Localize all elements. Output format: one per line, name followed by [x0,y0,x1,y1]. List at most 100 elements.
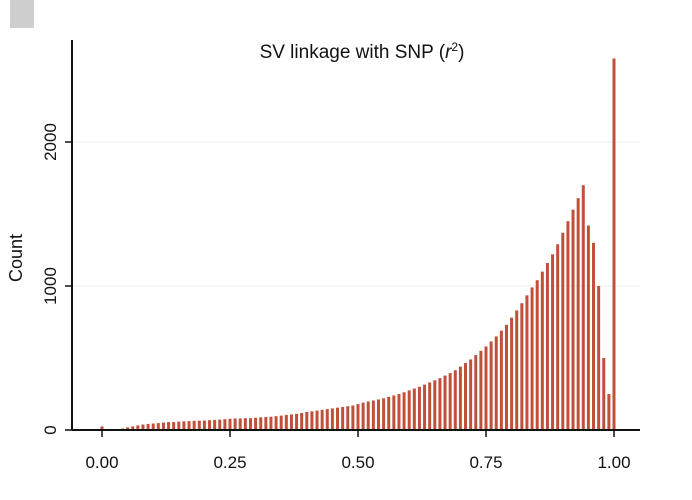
x-tick-label-0.00: 0.00 [85,453,118,472]
bar-0.09 [146,423,150,429]
bar-0.30 [254,417,258,429]
bar-0.70 [458,366,462,429]
bar-0.74 [479,350,483,429]
bar-0.93 [576,198,580,429]
bar-0.24 [223,419,227,429]
bar-0.22 [213,419,217,429]
x-tick-label-0.50: 0.50 [341,453,374,472]
bar-0.49 [351,405,355,429]
bar-0.34 [274,416,278,429]
bar-0.56 [387,396,391,429]
bar-0.81 [515,310,519,429]
bar-0.47 [341,406,345,429]
bar-0.31 [259,417,263,429]
bar-0.57 [392,395,396,429]
bar-0.53 [371,400,375,429]
bar-0.62 [417,386,421,429]
bar-0.16 [182,421,186,429]
y-tick-label-0: 0 [41,425,60,434]
x-axis-ticks: 0.00 0.25 0.50 0.75 1.00 [85,430,631,472]
bar-0.63 [423,384,427,429]
bar-0.52 [366,401,370,429]
bar-0.68 [448,373,452,429]
y-axis-title: Count [6,234,26,282]
bar-0.06 [131,426,135,429]
bar-0.33 [269,416,273,429]
bar-0.88 [551,254,555,429]
bar-0.59 [402,392,406,429]
bar-0.37 [289,414,293,429]
bar-0.08 [141,424,145,429]
bar-0.84 [530,287,534,429]
bar-0.76 [489,341,493,429]
bar-0.73 [474,355,478,429]
bar-0.36 [284,414,288,429]
bar-0.86 [540,271,544,429]
bar-0.69 [453,370,457,429]
bar-0.40 [305,412,309,429]
bar-0.65 [433,380,437,429]
bar-0.39 [300,413,304,429]
bar-0.13 [167,422,171,429]
bar-0.46 [336,407,340,429]
bar-0.05 [126,427,130,429]
bar-0.27 [238,418,242,429]
bar-0.75 [484,346,488,429]
y-tick-label-2000: 2000 [41,123,60,161]
bar-0.48 [346,406,350,429]
bar-0.77 [494,336,498,429]
bar-0.12 [161,422,165,429]
bar-0.19 [197,420,201,429]
bar-0.98 [602,358,606,429]
bar-0.83 [525,295,529,429]
bar-0.72 [469,359,473,429]
bar-0.11 [156,423,160,429]
bar-0.29 [248,418,252,429]
bar-0.50 [356,404,360,429]
bar-0.38 [295,413,299,429]
bar-0.96 [592,242,596,429]
bar-0.43 [320,409,324,429]
bar-0.45 [330,408,334,429]
bar-0.23 [218,419,222,429]
bar-0.66 [438,378,442,429]
bar-0.20 [202,420,206,429]
bar-0.41 [310,411,314,429]
y-tick-label-1000: 1000 [41,267,60,305]
bar-0.92 [571,209,575,429]
bar-0.18 [192,420,196,429]
bar-0.60 [407,390,411,429]
x-tick-label-1.00: 1.00 [597,453,630,472]
bar-0.89 [556,244,560,429]
bar-0.97 [597,286,601,429]
bar-0.35 [279,415,283,429]
bar-0.10 [151,423,155,429]
bar-0.51 [361,402,365,429]
bar-0.26 [233,418,237,429]
bar-0.15 [177,421,181,429]
bar-0.42 [315,410,319,429]
bar-0.55 [382,398,386,429]
bar-0.85 [535,280,539,429]
bar-1.00 [612,58,616,429]
bar-0.21 [208,420,212,429]
bar-0.44 [325,409,329,429]
corner-thumbnail [10,0,34,28]
bar-0.32 [264,417,268,429]
gridlines [72,141,640,287]
bar-0.78 [499,330,503,429]
bar-0.94 [581,185,585,429]
x-tick-label-0.25: 0.25 [213,453,246,472]
bar-0.14 [172,422,176,429]
bar-0.54 [376,399,380,429]
bar-0.07 [136,425,140,429]
bar-0.90 [561,232,565,429]
bar-0.00 [100,426,104,429]
chart-title: SV linkage with SNP (r2) [260,40,465,63]
bar-0.58 [397,394,401,429]
bar-0.80 [510,317,514,429]
bar-0.95 [586,225,590,429]
histogram-bars [100,58,616,429]
bar-0.99 [607,394,611,429]
